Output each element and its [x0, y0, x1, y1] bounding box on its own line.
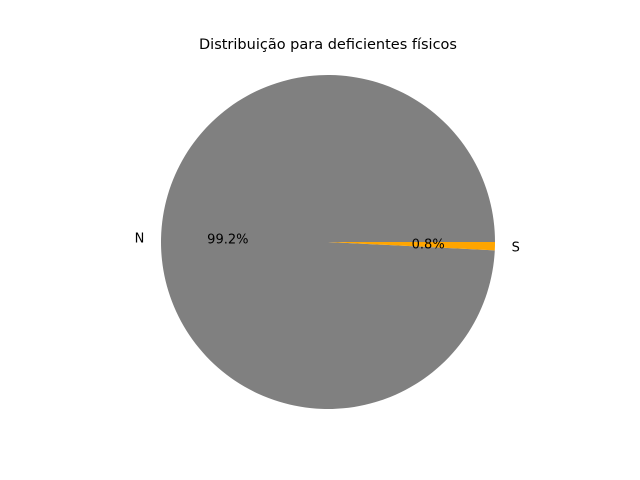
pie-slices	[161, 74, 496, 409]
pie-labels: N 99.2% S 0.8%	[135, 231, 520, 255]
category-label-n: N	[135, 231, 145, 246]
pie-slice-n	[161, 74, 495, 409]
pie-slice-s	[328, 242, 496, 251]
percent-label-n: 99.2%	[207, 232, 248, 247]
chart-title: Distribuição para deficientes físicos	[199, 37, 457, 53]
category-label-s: S	[512, 241, 520, 256]
percent-label-s: 0.8%	[412, 238, 445, 253]
